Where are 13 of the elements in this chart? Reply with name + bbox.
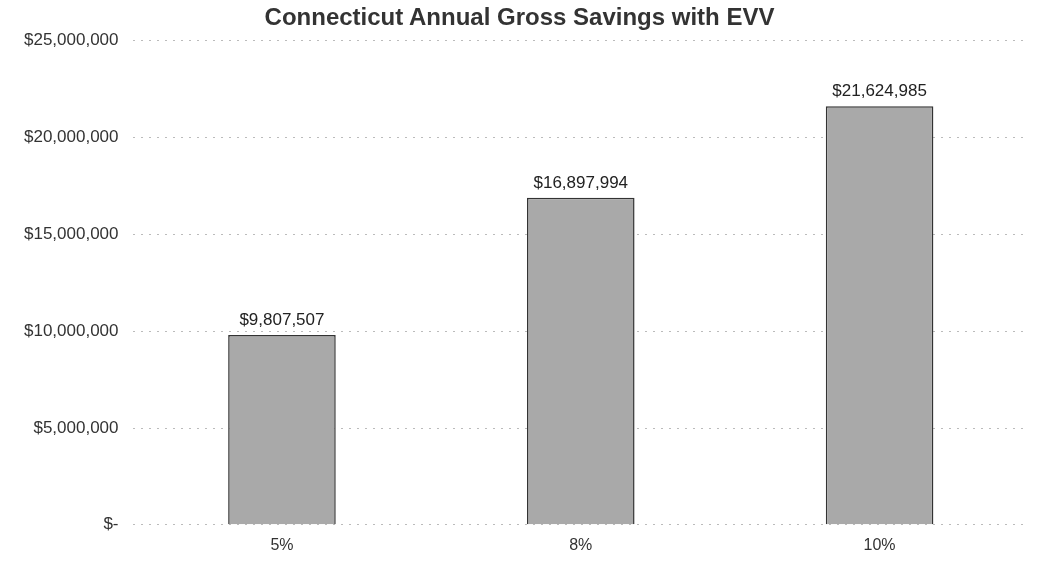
y-tick-label: $15,000,000 xyxy=(23,224,119,244)
data-label: $16,897,994 xyxy=(533,172,629,192)
y-tick-label: $20,000,000 xyxy=(23,127,119,147)
x-tick-label: 5% xyxy=(270,535,294,553)
y-tick-label: $5,000,000 xyxy=(33,417,119,437)
x-tick-label: 10% xyxy=(863,535,896,553)
chart-title: Connecticut Annual Gross Savings with EVV xyxy=(264,3,775,31)
x-tick-label: 8% xyxy=(569,535,593,553)
y-tick-label: $25,000,000 xyxy=(23,30,119,50)
data-label: $21,624,985 xyxy=(832,81,927,101)
y-tick-label: $- xyxy=(103,514,119,534)
y-tick-label: $10,000,000 xyxy=(23,320,119,340)
data-label: $9,807,507 xyxy=(239,310,325,330)
